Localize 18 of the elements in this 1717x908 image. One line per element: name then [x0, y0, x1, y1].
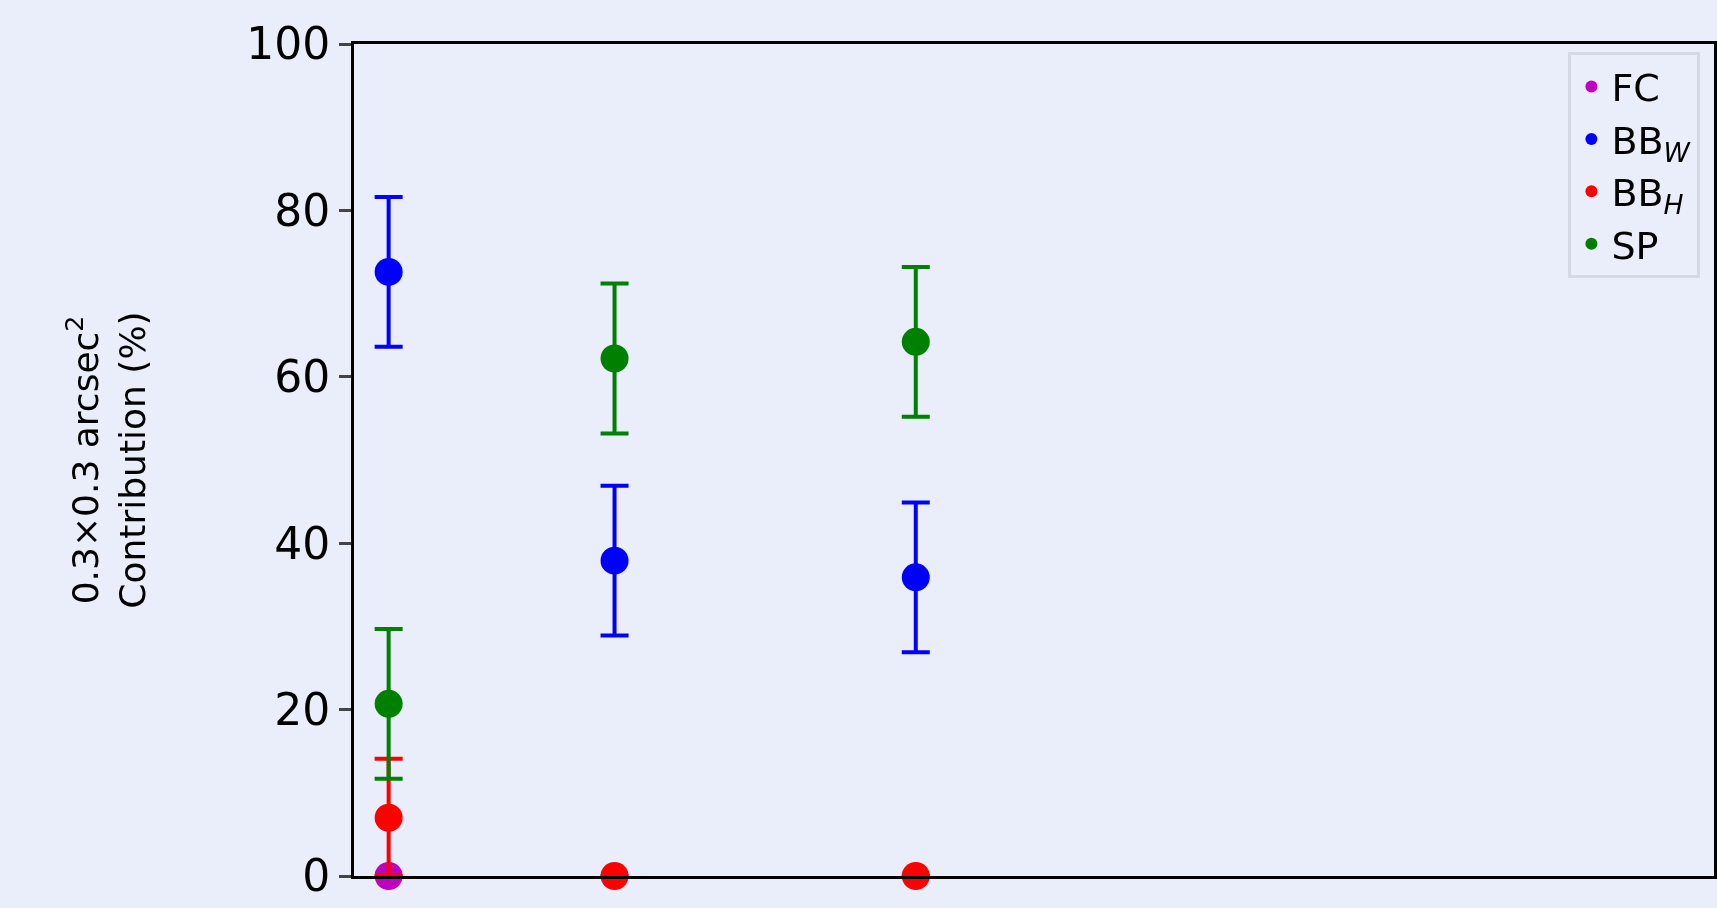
- y-tick-label: 100: [246, 18, 331, 70]
- y-tick-label: 80: [274, 184, 331, 236]
- legend-label: BB$_{H}$: [1611, 171, 1684, 221]
- point: [374, 803, 403, 832]
- legend-label: FC: [1611, 66, 1660, 111]
- point: [901, 563, 930, 592]
- y-tick-label: 20: [274, 684, 331, 735]
- y-tick-label: 40: [274, 517, 331, 569]
- point: [600, 546, 629, 575]
- point: [374, 689, 403, 718]
- point: [374, 257, 403, 286]
- legend-label: SP: [1611, 223, 1659, 268]
- legend-label: BB$_{W}$: [1611, 118, 1692, 168]
- point: [600, 344, 629, 373]
- y-tick-label: 0: [302, 850, 331, 902]
- y-axis-title: 0.3×0.3 arcsec$^{2}$ Contribution (%): [60, 311, 154, 609]
- point: [901, 327, 930, 356]
- y-tick-label: 60: [274, 351, 331, 403]
